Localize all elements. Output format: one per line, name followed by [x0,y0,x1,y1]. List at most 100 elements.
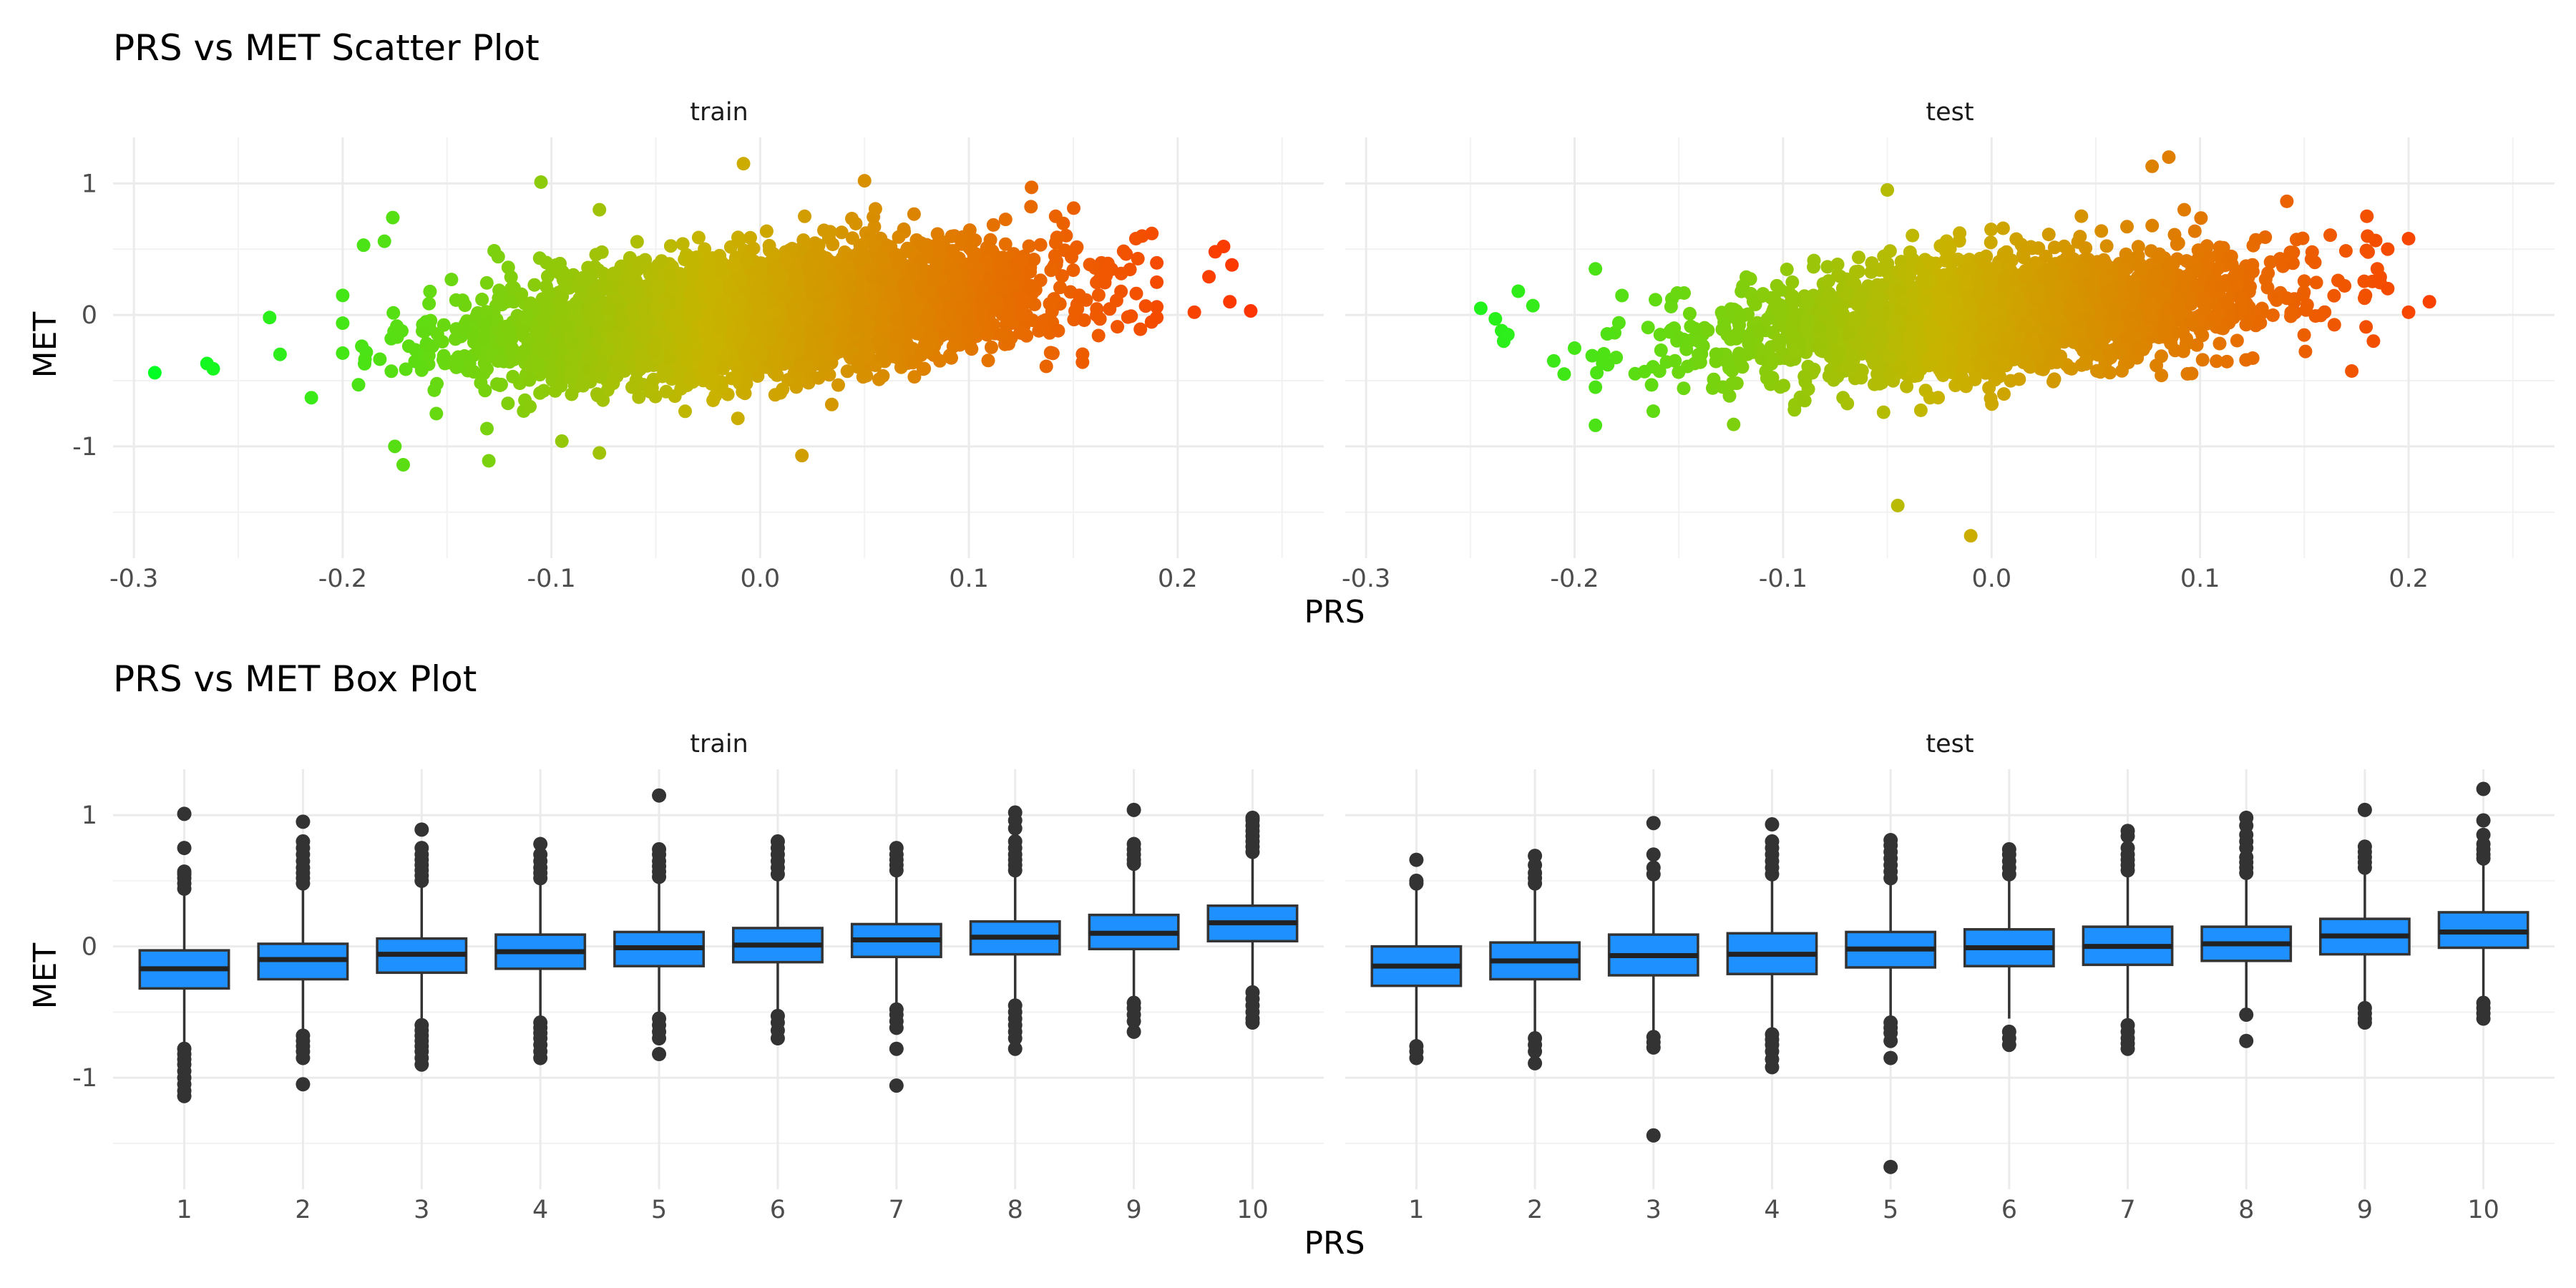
scatter-point [889,329,904,343]
scatter-point [448,353,462,368]
scatter-point [727,257,741,271]
scatter-point [775,269,789,283]
scatter-point [590,313,604,327]
scatter-point-outlier [592,446,607,460]
scatter-point [732,235,746,249]
scatter-point [769,353,783,367]
scatter-point [731,411,745,426]
scatter-point-outlier [388,439,402,454]
scatter-point [700,324,713,338]
scatter-point [2230,333,2244,348]
scatter-point [878,321,892,336]
scatter-point [687,301,701,316]
scatter-points [1473,150,2436,543]
scatter-point [1027,253,1041,267]
scatter-point-outlier [206,361,220,376]
scatter-point [907,207,921,221]
scatter-point [436,353,450,367]
scatter-point [663,268,677,283]
scatter-point [821,280,835,294]
scatter-point [395,324,409,338]
scatter-point-outlier [147,366,162,380]
x-tick-label: 0.1 [949,565,989,593]
scatter-point [408,354,422,369]
scatter-point [678,404,692,419]
scatter-point [1852,250,1865,265]
scatter-point [523,399,537,414]
scatter-point-outlier [396,458,410,472]
scatter-point [1088,261,1102,275]
scatter-point [892,230,906,244]
scatter-point [961,318,975,333]
scatter-point [635,348,649,361]
scatter-point [501,260,515,275]
scatter-point [983,233,997,247]
scatter-point [851,308,865,322]
scatter-point [429,406,444,421]
scatter-point [766,248,781,262]
scatter-point [1039,359,1053,374]
scatter-point [868,202,882,216]
scatter-point [907,370,922,384]
scatter-point [1013,326,1028,340]
scatter-point [706,394,721,407]
scatter-point [522,373,537,387]
scatter-point [474,376,488,390]
scatter-point [1077,313,1091,327]
scatter-point [716,361,730,376]
scatter-point [980,255,994,269]
scatter-point [626,268,640,282]
scatter-point [621,337,635,351]
scatter-point [854,296,868,310]
scatter-point [834,225,849,240]
scatter-point-outlier [1225,258,1239,272]
scatter-point [1023,265,1038,279]
scatter-point [759,224,774,238]
scatter-point [479,275,494,290]
scatter-point-outlier [1216,240,1231,254]
x-tick-label: -0.3 [109,565,158,593]
x-tick-label: 0.2 [2389,565,2429,593]
scatter-point [781,322,795,336]
scatter-point [613,361,628,376]
scatter-point [698,267,712,280]
scatter-point [964,235,978,250]
scatter-point [1103,302,1117,316]
scatter-point [480,421,494,436]
scatter-point [1600,327,1614,341]
scatter-point [1018,294,1032,308]
scatter-point [358,356,371,371]
x-tick-label: -0.2 [318,565,367,593]
scatter-point [770,368,784,382]
scatter-point [906,266,920,280]
scatter-point [798,209,811,223]
scatter-point [576,379,590,393]
scatter-point [1116,244,1131,258]
scatter-point [891,255,905,269]
scatter-point [982,270,996,285]
scatter-point-outlier [377,234,391,248]
scatter-point [873,251,887,265]
scatter-point [2297,328,2311,342]
scatter-point [725,303,739,317]
scatter-point [336,346,350,360]
scatter-point [728,371,743,386]
scatter-point [1053,280,1067,295]
scatter-point [1124,309,1138,323]
scatter-point [1036,314,1050,328]
scatter-point [980,328,995,342]
scatter-point [1131,252,1145,265]
scatter-strip-train: train [690,98,748,127]
scatter-point [1091,328,1106,343]
x-tick-label: 0.0 [1971,565,2011,593]
scatter-point [1044,263,1058,278]
scatter-plot-title: PRS vs MET Scatter Plot [113,27,540,69]
scatter-point [867,238,882,253]
scatter-point [909,326,924,341]
scatter-point [872,333,886,348]
scatter-point [542,286,556,300]
scatter-point [545,365,559,379]
scatter-point [981,353,995,368]
scatter-point [655,255,669,269]
scatter-point [467,365,481,379]
